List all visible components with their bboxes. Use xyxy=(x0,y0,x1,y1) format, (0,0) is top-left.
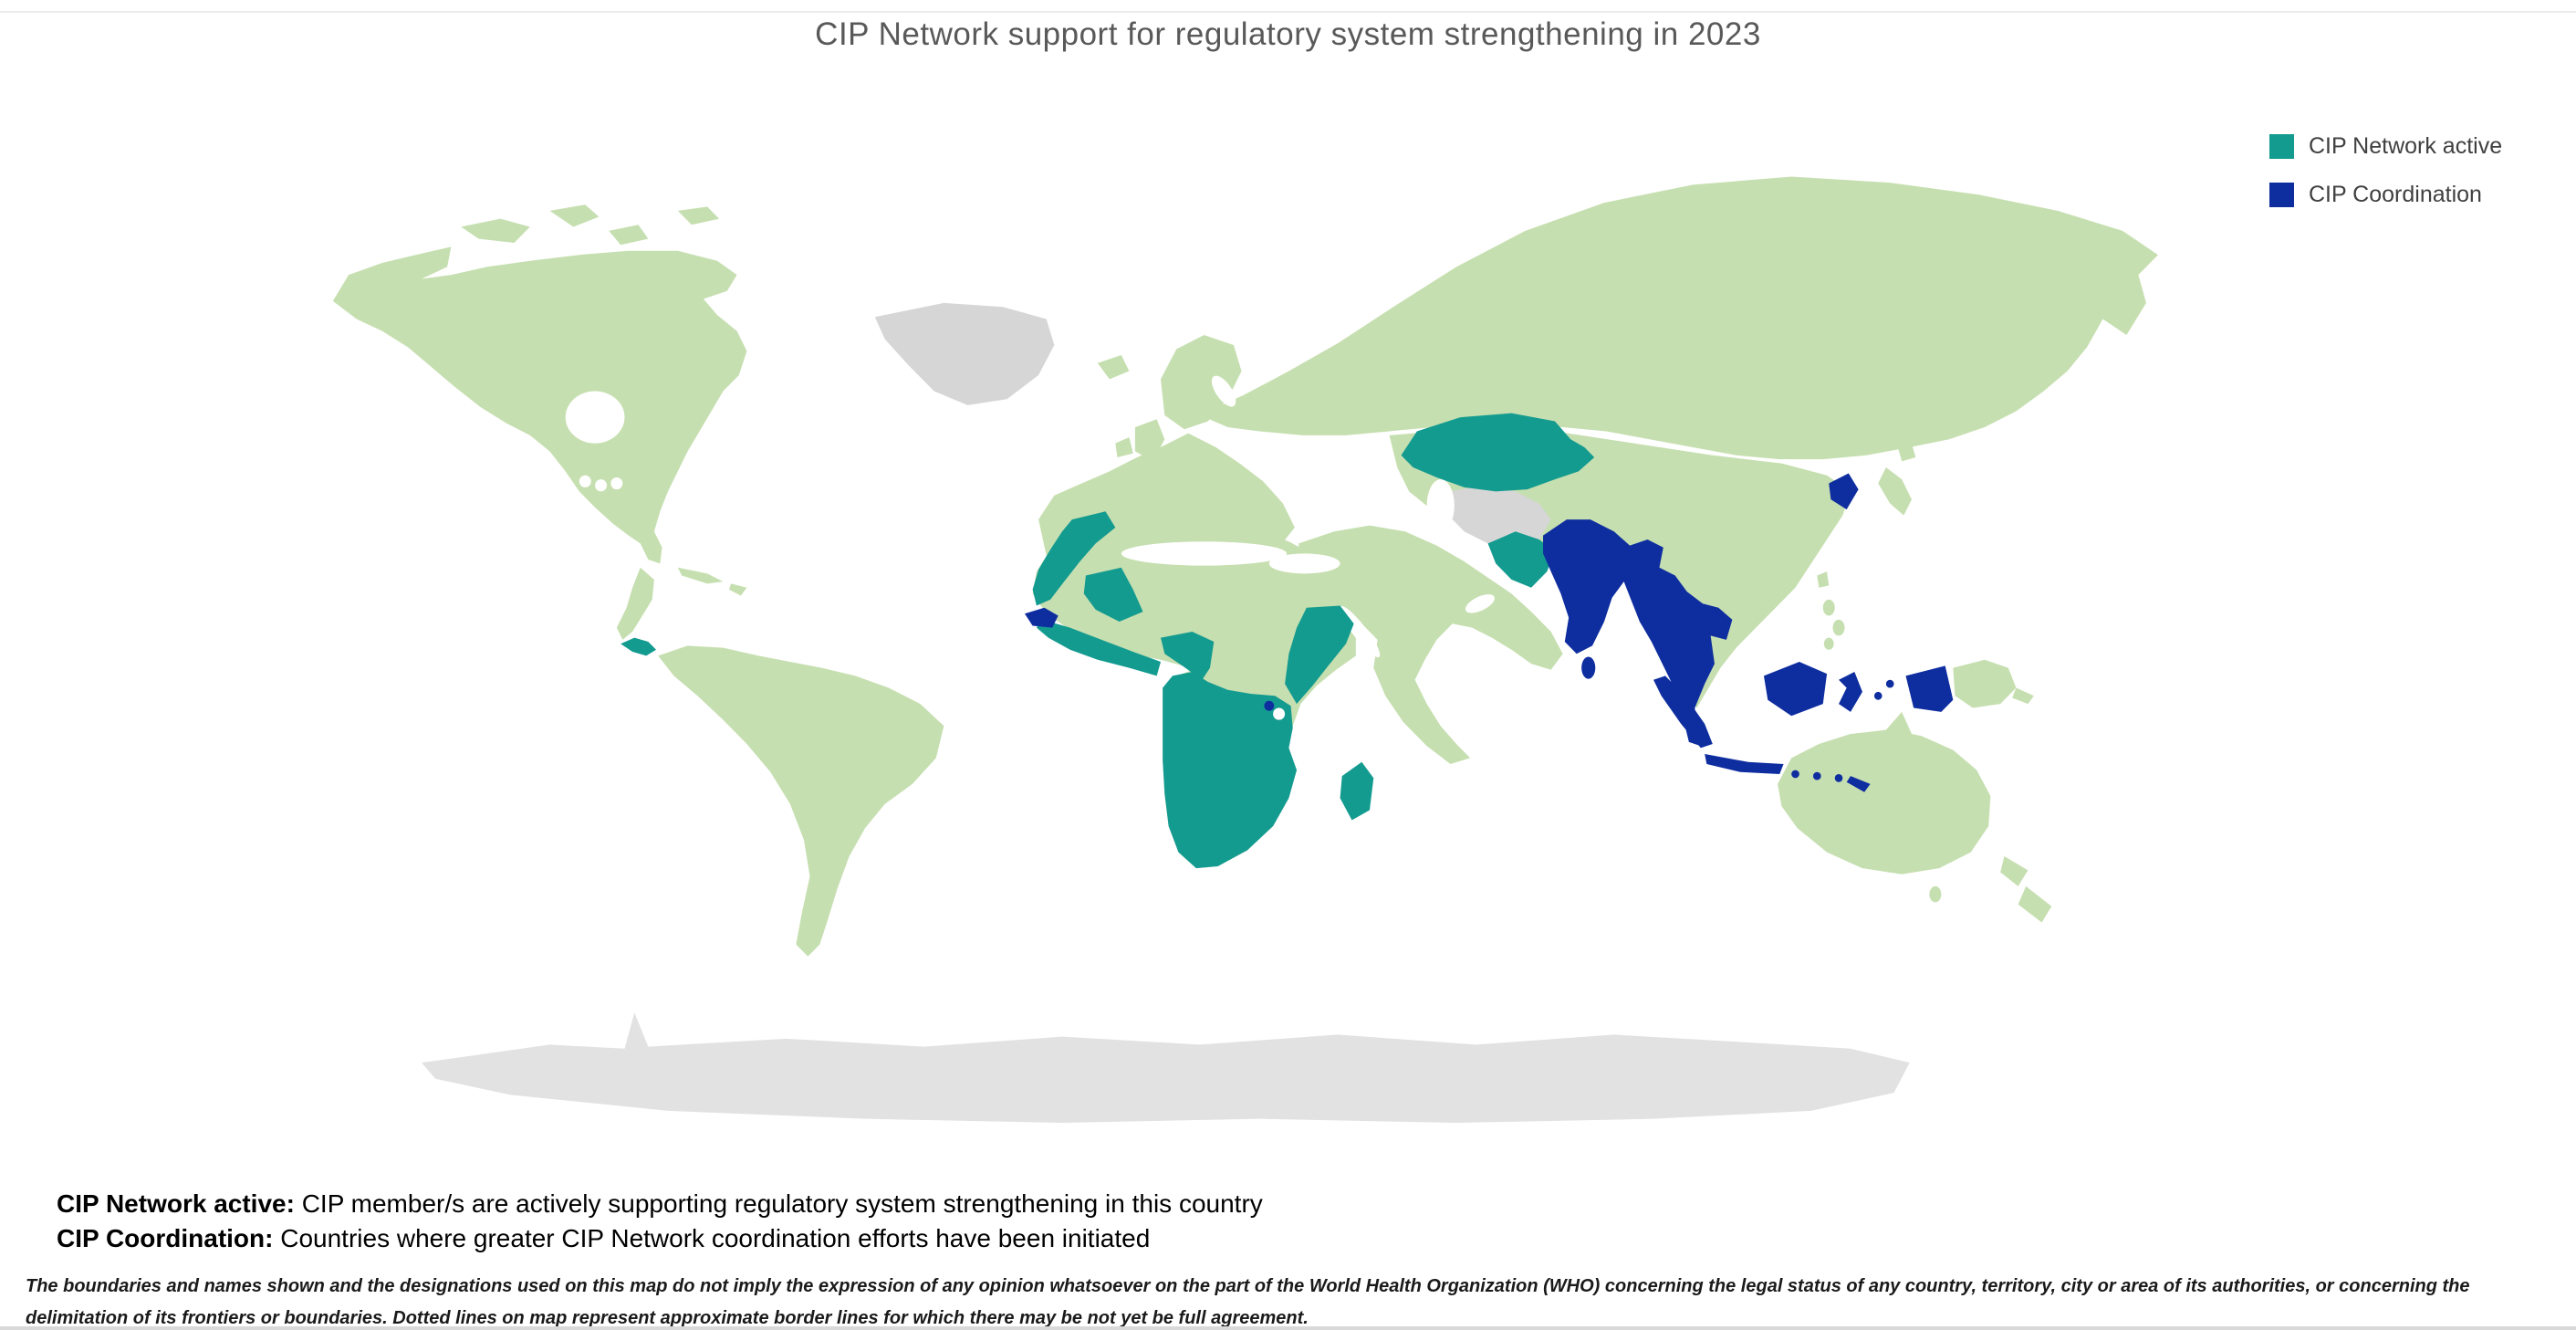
island-lesser-sunda-1 xyxy=(1791,770,1799,779)
legend-swatch-active xyxy=(2269,134,2294,159)
legend-label-coordination: CIP Coordination xyxy=(2309,182,2482,207)
legend-swatch-coordination xyxy=(2269,183,2294,207)
land-antarctica xyxy=(422,1012,1910,1124)
sea-mediterranean-east xyxy=(1268,553,1340,574)
land-cip-active xyxy=(621,413,1595,869)
country-kazakhstan xyxy=(1401,413,1595,492)
island-maluku-2 xyxy=(1885,679,1894,688)
region-middle-east-arabia xyxy=(1298,525,1563,764)
island-taiwan xyxy=(1817,571,1830,588)
island-timor xyxy=(1846,776,1871,792)
legend-item-active: CIP Network active xyxy=(2269,133,2502,160)
arctic-island-1 xyxy=(461,218,530,244)
region-afghanistan-turkmenistan xyxy=(1448,485,1551,548)
country-greenland xyxy=(874,302,1055,405)
who-disclaimer-line1: The boundaries and names shown and the d… xyxy=(26,1276,2470,1296)
definition-active-term: CIP Network active: xyxy=(57,1189,295,1218)
country-morocco-western-sahara xyxy=(1032,511,1116,606)
island-lesser-sunda-2 xyxy=(1812,771,1821,780)
country-new-zealand-north xyxy=(2000,855,2028,886)
island-java xyxy=(1705,753,1784,774)
island-lesser-sunda-3 xyxy=(1834,773,1843,782)
sea-black xyxy=(1318,505,1370,526)
sea-mediterranean xyxy=(1121,541,1288,566)
map-legend: CIP Network active CIP Coordination xyxy=(2269,133,2502,230)
island-sulawesi xyxy=(1839,671,1862,712)
definitions-block: CIP Network active: CIP member/s are act… xyxy=(57,1187,1263,1256)
country-cuba xyxy=(677,567,724,584)
definition-coordination-term: CIP Coordination: xyxy=(57,1224,274,1252)
arctic-island-4 xyxy=(677,206,720,225)
bottom-divider xyxy=(0,1326,2576,1330)
who-disclaimer: The boundaries and names shown and the d… xyxy=(26,1271,2571,1330)
definition-active-text: CIP member/s are actively supporting reg… xyxy=(294,1189,1263,1218)
lake-great-3 xyxy=(610,476,623,490)
world-map-svg xyxy=(332,176,2158,1124)
country-japan xyxy=(1878,466,1912,516)
country-iceland xyxy=(1097,354,1130,380)
region-india-southeast-asia xyxy=(1543,519,1733,747)
arctic-island-2 xyxy=(549,204,600,227)
country-sri-lanka xyxy=(1581,656,1596,679)
region-russia-siberia xyxy=(1200,176,2158,460)
island-philippines-3 xyxy=(1823,637,1834,650)
island-sumatra xyxy=(1653,675,1713,749)
island-philippines-1 xyxy=(1822,599,1835,616)
lake-great-1 xyxy=(579,475,591,487)
country-panama xyxy=(621,637,657,656)
country-nigeria-cameroon xyxy=(1161,632,1215,680)
region-southern-africa xyxy=(1163,671,1298,869)
page-title: CIP Network support for regulatory syste… xyxy=(815,16,1761,52)
country-korea xyxy=(1829,473,1859,510)
top-divider xyxy=(0,11,2576,13)
land-cip-coordination xyxy=(1024,473,1954,792)
island-borneo xyxy=(1763,661,1828,717)
inland-seas xyxy=(565,375,1495,658)
country-madagascar xyxy=(1340,761,1374,821)
country-senegal xyxy=(1024,607,1059,628)
island-new-britain xyxy=(2012,687,2034,705)
world-map xyxy=(274,151,2245,1153)
country-south-america xyxy=(658,645,944,957)
bay-hudson xyxy=(565,391,625,444)
arctic-island-3 xyxy=(609,225,649,246)
country-rwanda xyxy=(1264,700,1275,711)
definition-coordination-text: Countries where greater CIP Network coor… xyxy=(273,1224,1151,1252)
country-australia xyxy=(1778,711,1991,874)
country-united-kingdom xyxy=(1134,419,1165,462)
land-no-data xyxy=(874,302,1551,548)
sea-baltic xyxy=(1211,375,1236,407)
island-west-papua xyxy=(1905,665,1954,712)
country-north-america xyxy=(332,246,747,564)
definition-coordination: CIP Coordination: Countries where greate… xyxy=(57,1221,1263,1256)
island-philippines-2 xyxy=(1832,619,1845,636)
region-antarctica xyxy=(422,1012,1910,1124)
country-ethiopia-kenya xyxy=(1285,605,1354,705)
island-hispaniola xyxy=(728,583,747,596)
island-hokkaido xyxy=(1897,443,1916,462)
country-ireland xyxy=(1115,437,1133,457)
definition-active: CIP Network active: CIP member/s are act… xyxy=(57,1187,1263,1221)
country-mali xyxy=(1083,567,1143,623)
lake-great-2 xyxy=(595,479,608,492)
legend-label-active: CIP Network active xyxy=(2309,133,2503,159)
island-maluku-1 xyxy=(1873,691,1882,700)
legend-item-coordination: CIP Coordination xyxy=(2269,182,2502,208)
who-disclaimer-line2: delimitation of its frontiers or boundar… xyxy=(26,1308,1309,1328)
lake-victoria xyxy=(1273,707,1286,720)
sea-caspian xyxy=(1426,479,1455,532)
country-pakistan xyxy=(1487,531,1555,588)
region-west-africa-coast xyxy=(1036,619,1161,676)
gulf-persian xyxy=(1465,594,1495,613)
island-tasmania xyxy=(1929,885,1942,903)
country-new-zealand-south xyxy=(2018,885,2052,923)
region-central-america xyxy=(616,567,654,640)
country-papua-new-guinea xyxy=(1953,659,2017,708)
